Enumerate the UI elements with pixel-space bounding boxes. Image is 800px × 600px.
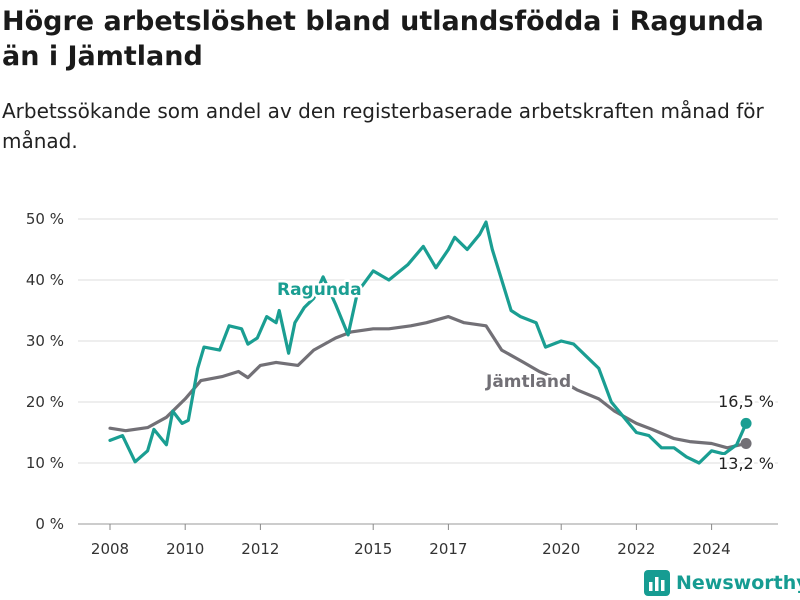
- series-lines: [108, 220, 752, 465]
- series-label-jamtland: Jämtland: [485, 372, 571, 392]
- x-tick-label: 2008: [91, 540, 129, 558]
- x-tick-label: 2012: [241, 540, 279, 558]
- logo-text: Newsworthy: [676, 572, 800, 594]
- y-tick-label: 20 %: [26, 393, 64, 411]
- series-line-jamtland: [108, 315, 748, 450]
- newsworthy-logo: Newsworthy: [644, 568, 800, 598]
- series-label-jamtland-halo: Jämtland: [485, 372, 571, 392]
- series-line-ragunda: [108, 220, 748, 465]
- end-value-ragunda-halo: 16,5 %: [718, 392, 774, 411]
- y-tick-label: 40 %: [26, 271, 64, 289]
- x-tick-label: 2020: [542, 540, 580, 558]
- y-tick-label: 0 %: [35, 515, 64, 533]
- y-tick-label: 10 %: [26, 454, 64, 472]
- series-end-point: [740, 437, 752, 449]
- bar-chart-icon: [644, 570, 670, 596]
- x-axis: 2008 2010 2012 2015 2017 2020 2022 2024: [91, 524, 731, 558]
- x-tick-label: 2015: [354, 540, 392, 558]
- end-value-jamtland-halo: 13,2 %: [718, 454, 774, 473]
- x-tick-label: 2024: [693, 540, 731, 558]
- y-axis: 0 % 10 % 20 % 30 % 40 % 50 %: [26, 210, 64, 533]
- grid-lines: [78, 218, 778, 525]
- series-end-point: [740, 417, 752, 429]
- end-value-ragunda: 16,5 %: [718, 392, 774, 411]
- x-tick-label: 2010: [166, 540, 204, 558]
- x-tick-label: 2022: [617, 540, 655, 558]
- series-label-ragunda-halo: Ragunda: [277, 280, 362, 300]
- y-tick-label: 30 %: [26, 332, 64, 350]
- chart-title: Högre arbetslöshet bland utlandsfödda i …: [2, 6, 764, 72]
- series-label-ragunda: Ragunda: [277, 280, 362, 300]
- chart-subtitle: Arbetssökande som andel av den registerb…: [2, 99, 764, 153]
- y-tick-label: 50 %: [26, 210, 64, 228]
- end-value-jamtland: 13,2 %: [718, 454, 774, 473]
- x-tick-label: 2017: [429, 540, 467, 558]
